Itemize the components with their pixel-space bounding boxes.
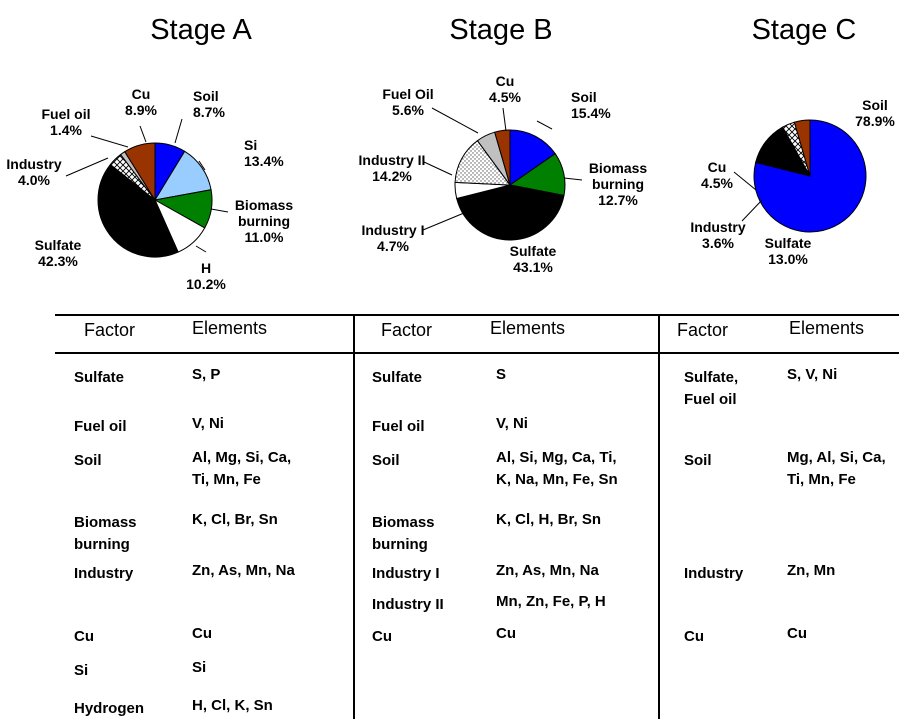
stage-a-slice-sulfate [97,163,179,258]
stage-b-label-industry-ii: Industry II 14.2% [359,152,426,184]
stage-b-label-soil: Soil 15.4% [571,89,611,121]
table-elements-cell: K, Cl, H, Br, Sn [496,511,602,528]
pie-charts-area: Stage A Soil 8.7% Si 13.4% Biomass burning 11.0… [6,14,895,292]
table-factor-cell: Soil [684,452,712,469]
stage-a-label-biomass-burning: Biomass burning 11.0% [235,197,294,245]
table-elements-cell: Si [192,659,207,676]
stage-c-slice-soil [753,119,867,233]
table-elements-cell: Zn, Mn [787,562,836,579]
stage-a-slice-cu [124,142,156,202]
stage-a-label-cu: Cu 8.9% [125,86,157,118]
stage-b-label-cu: Cu 4.5% [489,73,521,105]
stage-a-label-sulfate: Sulfate 42.3% [35,237,82,269]
table-elements-cell: Mg, Al, Si, Ca, Ti, Mn, Fe [787,449,886,488]
stage-b-label-sulfate: Sulfate 43.1% [510,243,557,275]
table-elements-cell: K, Cl, Br, Sn [192,511,278,528]
stage-a-label-soil: Soil 8.7% [193,88,225,120]
table-header-factor: Factor [677,320,729,340]
stage-a-label-fuel-oil: Fuel oil 1.4% [42,106,91,138]
table-factor-cell: Cu [74,628,94,645]
stage-c-leader-industry [741,199,763,222]
stage-b-label-biomass-burning: Biomass burning 12.7% [589,160,648,208]
table-factor-cell: Cu [684,628,704,645]
table-divider-1 [353,314,355,719]
stage-c-label-sulfate: Sulfate 13.0% [765,235,812,267]
stage-b-leader-biomass-burning [563,177,583,181]
stage-a-label-si: Si 13.4% [244,137,284,169]
stage-b-slice-soil [509,129,556,186]
table-factor-cell: Sulfate [74,369,125,386]
table-factor-cell: Soil [74,452,102,469]
table-elements-cell: V, Ni [496,415,528,432]
table-header-factor: Factor [84,320,136,340]
stage-a-label-industry: Industry 4.0% [6,156,61,188]
table-elements-cell: Cu [496,625,516,642]
table-elements-cell: S, P [192,366,221,383]
stage-c-label-industry: Industry 3.6% [690,219,745,251]
table-factor-cell: Industry [684,565,744,582]
stage-b-slice-sulfate [456,184,565,241]
stage-a-label-h: H 10.2% [186,260,226,292]
table-elements-cell: Al, Si, Mg, Ca, Ti, K, Na, Mn, Fe, Sn [496,449,618,488]
stage-b-leader-industry-ii [423,161,453,176]
table-factor-cell: Cu [372,628,392,645]
stage-a-leader-h [195,245,207,253]
stage-a-leader-soil [174,118,183,144]
table-factor-cell: Sulfate, Fuel oil [684,369,739,408]
stage-b-leader-soil [536,120,553,130]
stage-b-label-industry-i: Industry I 4.7% [361,222,424,254]
table-elements-cell: V, Ni [192,415,224,432]
stage-b-label-fuel-oil: Fuel Oil 5.6% [382,86,433,118]
stage-a-leader-cu [139,125,147,143]
stage-c-label-cu: Cu 4.5% [701,159,733,191]
stage-b-leader-cu [502,107,507,132]
table-factor-cell: Industry II [372,596,444,613]
table-factor-cell: Biomass burning [74,514,137,553]
table-factor-cell: Industry I [372,565,440,582]
table-header-elements: Elements [490,318,566,338]
table-top-rule [55,314,899,316]
table-elements-cell: Cu [192,625,212,642]
stage-b-title: Stage B [449,14,552,46]
stage-a-leader-si [198,160,206,171]
table-header-factor: Factor [381,320,433,340]
table-header-elements: Elements [789,318,865,338]
table-factor-cell: Sulfate [372,369,423,386]
stage-c-leader-cu [733,171,757,191]
table-header-rule [55,352,899,354]
table-factor-cell: Industry [74,565,134,582]
table-elements-cell: H, Cl, K, Sn [192,697,273,714]
table-elements-cell: Cu [787,625,807,642]
stage-a-title: Stage A [150,14,252,46]
stage-c-title: Stage C [752,14,857,46]
table-elements-cell: Mn, Zn, Fe, P, H [496,593,606,610]
table-factor-cell: Hydrogen [74,700,145,717]
table-elements-cell: Zn, As, Mn, Na [192,562,295,579]
table-elements-cell: S, V, Ni [787,366,838,383]
table-factor-cell: Biomass burning [372,514,435,553]
table-elements-cell: S [496,366,507,383]
stage-b-slice-cu [494,129,511,186]
stage-a-leader-industry [65,157,109,177]
table-elements-cell: Al, Mg, Si, Ca, Ti, Mn, Fe [192,449,292,488]
stage-a-leader-biomass-burning [210,208,229,213]
stage-c-slice-cu [793,119,811,177]
table-factor-cell: Si [74,662,89,679]
stage-a-leader-fuel-oil [90,135,129,148]
stage-c-label-soil: Soil 78.9% [855,97,895,129]
table-divider-2 [658,314,660,719]
stage-b-leader-industry-i [422,212,465,231]
table-elements-cell: Zn, As, Mn, Na [496,562,599,579]
table-factor-cell: Fuel oil [74,418,127,435]
table-header-elements: Elements [192,318,268,338]
table-factor-cell: Fuel oil [372,418,425,435]
stage-b-leader-fuel-oil [431,107,479,134]
table-factor-cell: Soil [372,452,400,469]
